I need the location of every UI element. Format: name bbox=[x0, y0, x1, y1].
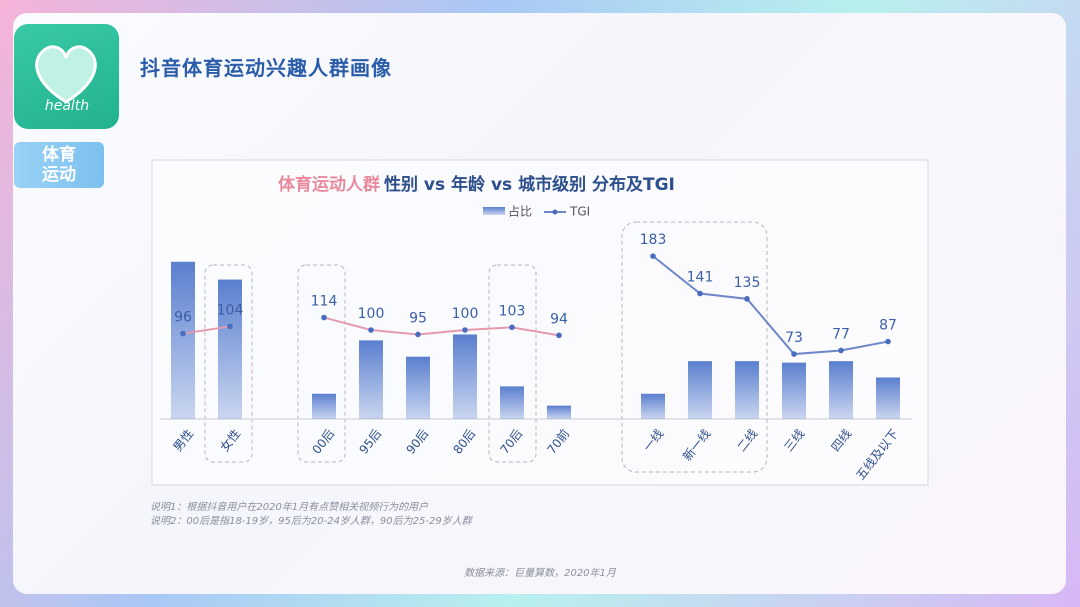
tgi-label: 77 bbox=[832, 326, 850, 342]
legend-label: 占比 bbox=[508, 204, 532, 219]
tgi-label: 104 bbox=[217, 302, 244, 318]
tgi-label: 94 bbox=[550, 311, 568, 327]
tgi-label: 114 bbox=[311, 294, 338, 310]
tgi-label: 87 bbox=[879, 318, 897, 334]
tgi-label: 73 bbox=[785, 330, 803, 346]
tgi-point bbox=[650, 253, 656, 259]
tgi-point bbox=[838, 347, 844, 354]
tgi-point bbox=[509, 324, 515, 331]
tgi-point bbox=[180, 330, 186, 337]
tgi-point bbox=[885, 338, 891, 345]
app-icon: health bbox=[14, 24, 119, 129]
section-tag: 体育 运动 bbox=[14, 142, 104, 188]
bar bbox=[876, 377, 900, 419]
chart-frame bbox=[151, 159, 929, 486]
highlight-box bbox=[204, 264, 253, 463]
note: 说明2：00后是指18-19岁，95后为20-24岁人群，90后为25-29岁人… bbox=[150, 516, 472, 527]
tgi-label: 183 bbox=[640, 232, 667, 248]
bar bbox=[453, 334, 477, 419]
bar bbox=[500, 386, 524, 419]
tgi-label: 96 bbox=[174, 310, 192, 326]
tgi-point bbox=[462, 327, 468, 333]
tgi-label: 141 bbox=[687, 270, 714, 286]
tgi-point bbox=[415, 331, 421, 338]
icon-graphic: health bbox=[35, 45, 97, 114]
heart bbox=[35, 45, 97, 104]
tgi-point bbox=[697, 290, 703, 297]
highlight-boxes bbox=[204, 221, 768, 473]
tgi-line bbox=[182, 325, 231, 335]
tgi-point bbox=[321, 314, 327, 321]
legend-swatch-dot bbox=[552, 209, 558, 215]
bar bbox=[735, 361, 759, 419]
chart-title: 性别 vs 年龄 vs 城市级别 分布及TGI bbox=[384, 174, 675, 195]
tgi-point bbox=[227, 323, 233, 330]
tgi-label: 103 bbox=[499, 303, 526, 319]
source: 数据来源：巨量算数，2020年1月 bbox=[464, 568, 616, 579]
bar bbox=[829, 361, 853, 419]
bar bbox=[312, 393, 336, 419]
bar bbox=[782, 362, 806, 419]
note: 说明1：根据抖音用户在2020年1月有点赞相关视频行为的用户 bbox=[150, 502, 429, 513]
bar bbox=[688, 361, 712, 419]
chart-title-highlight: 体育运动人群 bbox=[278, 174, 380, 195]
tgi-label: 100 bbox=[358, 306, 385, 322]
tag-line: 运动 bbox=[42, 165, 76, 185]
page-title: 抖音体育运动兴趣人群画像 bbox=[140, 56, 392, 80]
highlight-box bbox=[488, 264, 537, 463]
tgi-point bbox=[368, 327, 374, 333]
bar bbox=[406, 356, 430, 419]
tgi-label: 100 bbox=[452, 306, 479, 322]
tgi-line bbox=[652, 255, 889, 356]
tag-line: 体育 bbox=[42, 145, 76, 165]
icon-label: health bbox=[45, 98, 89, 114]
tgi-label: 135 bbox=[734, 275, 761, 291]
bar bbox=[547, 405, 571, 419]
tgi-point bbox=[791, 351, 797, 357]
tgi-point bbox=[556, 332, 562, 339]
legend-swatch-bar bbox=[483, 207, 505, 215]
tgi-line bbox=[323, 316, 560, 337]
bar bbox=[641, 393, 665, 419]
bar bbox=[218, 279, 242, 419]
highlight-box bbox=[621, 221, 768, 473]
bar bbox=[171, 261, 195, 419]
tgi-point bbox=[744, 296, 750, 302]
tgi-label: 95 bbox=[409, 310, 427, 326]
bar bbox=[359, 340, 383, 419]
legend-label: TGI bbox=[569, 205, 590, 219]
highlight-box bbox=[297, 264, 346, 463]
